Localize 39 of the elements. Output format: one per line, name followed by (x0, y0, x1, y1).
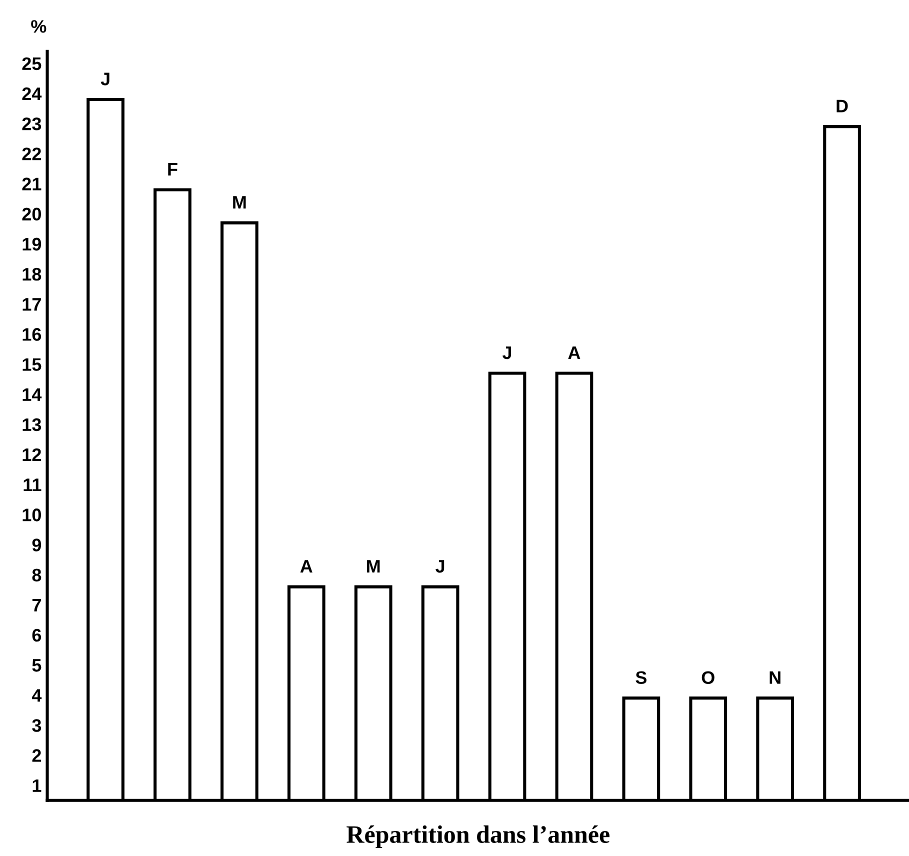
y-tick-label: 24 (22, 87, 42, 100)
x-tick-label: A (568, 346, 580, 359)
y-tick-label: 21 (22, 178, 42, 190)
y-tick-label: 13 (22, 418, 42, 432)
x-tick-label: J (436, 560, 444, 573)
x-tick-label: M (233, 196, 246, 209)
x-tick-label: J (502, 346, 512, 360)
y-tick-label: 17 (22, 298, 41, 311)
x-tick-label: F (168, 163, 178, 176)
y-tick-label: 6 (32, 628, 42, 642)
x-tick-label: O (702, 671, 714, 684)
x-axis-title: Répartition dans l’année (346, 825, 610, 848)
y-tick-label: 5 (32, 659, 42, 672)
y-tick-label: 22 (22, 148, 41, 160)
y-tick-label: 10 (22, 508, 41, 522)
y-tick-label: 9 (32, 538, 42, 552)
y-tick-label: 25 (22, 57, 42, 70)
y-tick-label: 16 (22, 328, 42, 341)
y-tick-label: 4 (32, 689, 42, 702)
y-tick-label: 11 (24, 478, 42, 492)
y-axis-title: % (31, 20, 46, 33)
y-tick-label: 20 (22, 208, 41, 221)
y-tick-label: 23 (22, 117, 42, 130)
y-tick-label: 3 (32, 719, 42, 732)
y-tick-label: 12 (22, 448, 41, 461)
y-tick-label: 14 (22, 388, 42, 401)
x-tick-label: S (636, 671, 646, 684)
y-tick-label: 15 (22, 358, 42, 371)
x-tick-label: A (300, 560, 312, 573)
x-tick-label: D (836, 100, 848, 112)
y-tick-label: 19 (22, 238, 42, 251)
y-tick-label: 18 (22, 268, 42, 281)
y-tick-label: 7 (32, 598, 41, 612)
x-tick-label: N (770, 671, 780, 684)
y-tick-label: 2 (32, 749, 41, 762)
y-tick-label: 8 (32, 568, 42, 582)
x-tick-label: M (367, 560, 380, 573)
y-tick-label: 1 (32, 779, 42, 792)
x-tick-label: J (100, 72, 110, 86)
